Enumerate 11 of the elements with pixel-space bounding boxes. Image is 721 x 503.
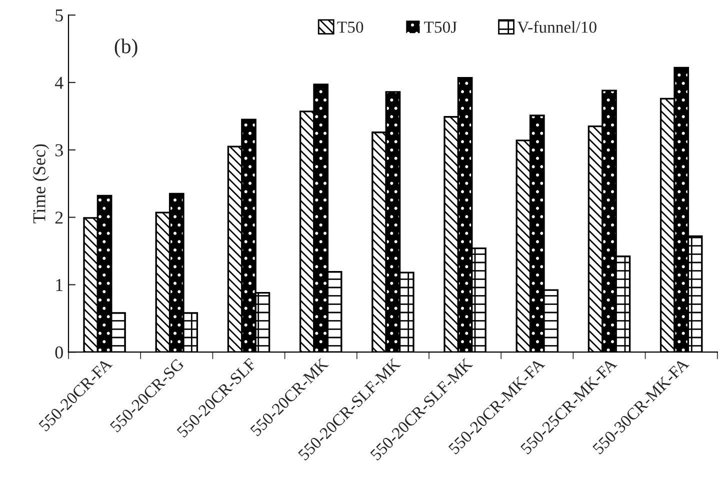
y-tick-label: 1 xyxy=(56,279,63,291)
y-tick-label: 2 xyxy=(55,212,63,224)
y-tick-label: 5 xyxy=(56,10,63,22)
legend-label: T50J xyxy=(424,22,457,33)
annotation: (b) xyxy=(114,38,138,58)
y-tick-label: 0 xyxy=(55,346,63,359)
y-tick-label: 4 xyxy=(54,76,64,89)
legend-label: V-funnel/10 xyxy=(517,20,596,33)
y-tick-label: 3 xyxy=(55,144,63,156)
legend-label: T50 xyxy=(337,22,364,33)
y-axis-title: Time (Sec) xyxy=(32,144,50,224)
